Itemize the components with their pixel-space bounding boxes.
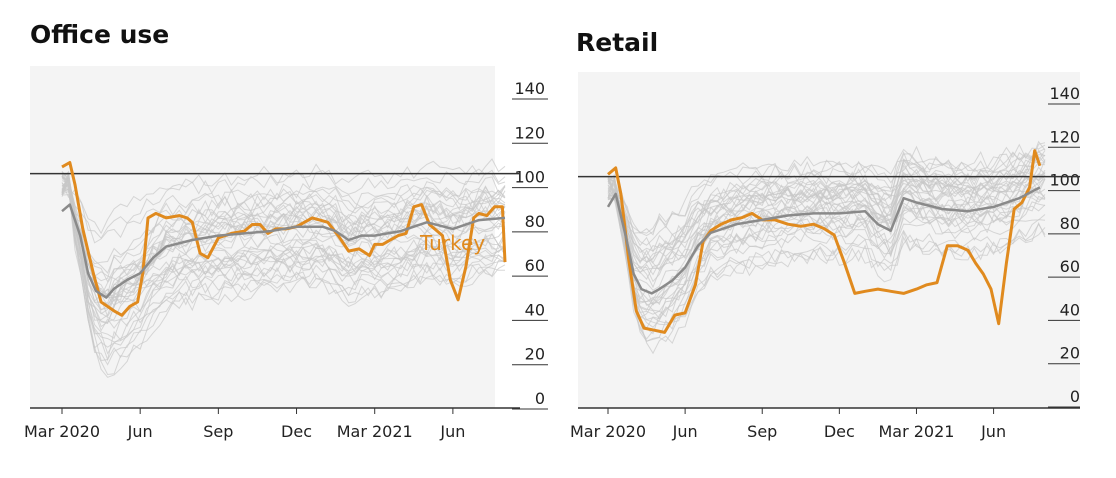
y-tick-label: 120: [1049, 127, 1080, 146]
chart-0: 0 20 40 60 80 100 120 140 Turkey Mar 2020 Jun Sep De…: [24, 66, 548, 441]
background-line: [61, 181, 506, 349]
background-line: [61, 180, 506, 362]
background-line: [607, 174, 1046, 306]
background-line: [61, 170, 506, 304]
x-tick-label: Jun: [980, 422, 1006, 441]
x-tick-label: Jun: [439, 422, 465, 441]
y-tick-label: 140: [1049, 84, 1080, 103]
background-line: [61, 173, 506, 307]
y-tick-label: 60: [1060, 257, 1080, 276]
background-line: [607, 154, 1046, 304]
x-tick-label: Sep: [203, 422, 233, 441]
background-line: [607, 172, 1046, 253]
background-line: [607, 140, 1046, 234]
x-tick-label: Dec: [281, 422, 312, 441]
series-annotation-label: Turkey: [419, 231, 485, 255]
background-line: [61, 183, 506, 366]
background-line: [61, 172, 506, 282]
background-line: [61, 175, 506, 295]
x-tick-label: Dec: [824, 422, 855, 441]
background-line: [61, 180, 506, 265]
background-line: [608, 142, 1046, 237]
background-line: [61, 174, 505, 378]
y-tick-label: 40: [525, 300, 545, 319]
series-line-median: [606, 186, 1041, 295]
background-line: [61, 171, 506, 274]
background-line: [607, 169, 1046, 263]
series-line-median: [61, 203, 506, 299]
x-tick-label: Jun: [672, 422, 698, 441]
y-tick-label: 100: [514, 168, 545, 187]
x-tick-label: Mar 2021: [878, 422, 954, 441]
y-tick-label: 100: [1049, 171, 1080, 190]
y-tick-label: 0: [1070, 387, 1080, 406]
background-line: [61, 158, 506, 235]
y-tick-label: 80: [525, 212, 545, 231]
background-line: [61, 188, 506, 339]
y-tick-label: 80: [1060, 214, 1080, 233]
y-tick-label: 40: [1060, 300, 1080, 319]
background-line: [61, 176, 506, 298]
background-line: [607, 151, 1046, 319]
background-line: [61, 180, 506, 315]
background-line: [61, 175, 506, 284]
x-tick-label: Mar 2020: [24, 422, 100, 441]
background-line: [607, 148, 1046, 280]
background-line: [607, 171, 1046, 256]
background-line: [61, 175, 506, 307]
background-line: [607, 184, 1046, 355]
x-tick-label: Mar 2020: [570, 422, 646, 441]
background-line: [61, 184, 506, 322]
background-country-lines: [61, 158, 506, 378]
series-line-turkey: [607, 149, 1042, 334]
background-line: [607, 175, 1046, 343]
y-tick-label: 140: [514, 79, 545, 98]
background-line: [61, 176, 506, 343]
y-tick-label: 120: [514, 123, 545, 142]
x-tick-label: Mar 2021: [337, 422, 413, 441]
background-line: [607, 188, 1046, 318]
chart-title: Retail: [576, 28, 659, 57]
y-tick-label: 20: [525, 345, 545, 364]
background-line: [61, 188, 506, 355]
y-tick-label: 60: [525, 256, 545, 275]
background-line: [607, 177, 1046, 271]
x-tick-label: Jun: [127, 422, 153, 441]
y-tick-label: 20: [1060, 344, 1080, 363]
chart-title: Office use: [30, 20, 170, 49]
x-tick-label: Sep: [747, 422, 777, 441]
chart-1: 0 20 40 60 80 100 120 140 Mar 2020 Jun Sep Dec Mar 2…: [570, 72, 1080, 441]
background-line: [607, 154, 1046, 273]
background-line: [607, 178, 1046, 340]
y-tick-label: 0: [535, 389, 545, 408]
background-line: [61, 183, 506, 321]
